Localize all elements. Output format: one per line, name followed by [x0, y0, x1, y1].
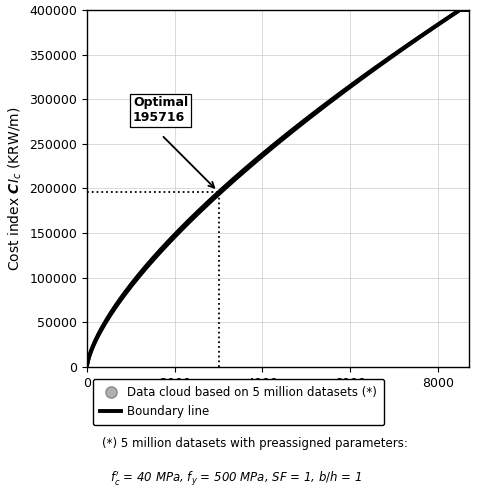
- Y-axis label: Cost index $\boldsymbol{CI_c}$ (KRW/m): Cost index $\boldsymbol{CI_c}$ (KRW/m): [6, 106, 24, 270]
- X-axis label: Factored moment $\boldsymbol{M_u}$ (kN·m): Factored moment $\boldsymbol{M_u}$ (kN·m…: [178, 395, 377, 412]
- Text: Optimal
195716: Optimal 195716: [133, 96, 188, 124]
- Text: (*) 5 million datasets with preassigned parameters:: (*) 5 million datasets with preassigned …: [102, 436, 408, 450]
- Legend: Data cloud based on 5 million datasets (*), Boundary line: Data cloud based on 5 million datasets (…: [93, 379, 384, 425]
- Text: $f_c'$ = 40 MPa, $f_y$ = 500 MPa, $SF$ = 1, $b/h$ = 1: $f_c'$ = 40 MPa, $f_y$ = 500 MPa, $SF$ =…: [110, 470, 362, 488]
